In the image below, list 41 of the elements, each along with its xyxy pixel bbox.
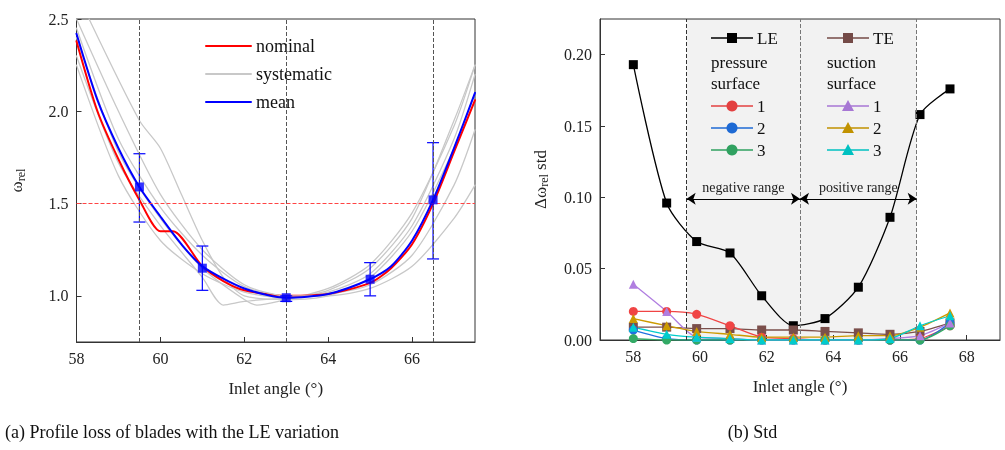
y-tick-label: 0.00 (564, 331, 592, 349)
y-tick-label: 2.5 (48, 10, 69, 28)
annotation: pressure surface (711, 53, 772, 93)
annotation: suction surface (827, 53, 881, 93)
legend-label: systematic (256, 64, 332, 84)
legend-label: 3 (873, 140, 882, 160)
y-axis-title: ωrel (7, 167, 28, 193)
y-tick-label: 0.10 (564, 188, 592, 206)
legend-label: 2 (757, 118, 766, 138)
legend-label: 2 (873, 118, 882, 138)
x-tick-label: 68 (958, 347, 975, 365)
text: (a) Profile loss of blades with the LE variation (5, 422, 339, 443)
y-tick-label: 0.05 (564, 260, 592, 278)
legend-label: 1 (873, 96, 882, 116)
legend-label: TE (873, 28, 894, 48)
band-label: negative range (702, 180, 785, 196)
x-tick-label: 64 (320, 349, 337, 367)
y-tick-label: 1.0 (48, 287, 69, 305)
x-tick-label: 60 (152, 349, 169, 367)
legend-label: 3 (757, 140, 766, 160)
y-tick-label: 1.5 (48, 195, 69, 213)
x-tick-label: 66 (404, 349, 421, 367)
legend-label: 1 (757, 96, 766, 116)
x-axis-title: Inlet angle (°) (752, 377, 848, 396)
legend-label: nominal (256, 36, 315, 56)
x-tick-label: 60 (692, 347, 708, 365)
x-tick-label: 64 (825, 347, 842, 365)
text: (b) Std (727, 422, 778, 443)
y-tick-label: 0.20 (564, 46, 592, 64)
x-tick-label: 62 (758, 347, 775, 365)
y-tick-label: 2.0 (48, 102, 69, 120)
x-tick-label: 58 (68, 349, 85, 367)
band-label: positive range (818, 180, 898, 196)
x-axis-title: Inlet angle (°) (228, 379, 324, 398)
x-tick-label: 62 (236, 349, 253, 367)
legend-label: mean (256, 92, 295, 112)
x-tick-label: 58 (625, 347, 642, 365)
legend-label: LE (757, 28, 778, 48)
y-axis-title: Δωrel std (530, 149, 551, 209)
y-tick-label: 0.15 (564, 117, 592, 135)
x-tick-label: 66 (892, 347, 908, 365)
